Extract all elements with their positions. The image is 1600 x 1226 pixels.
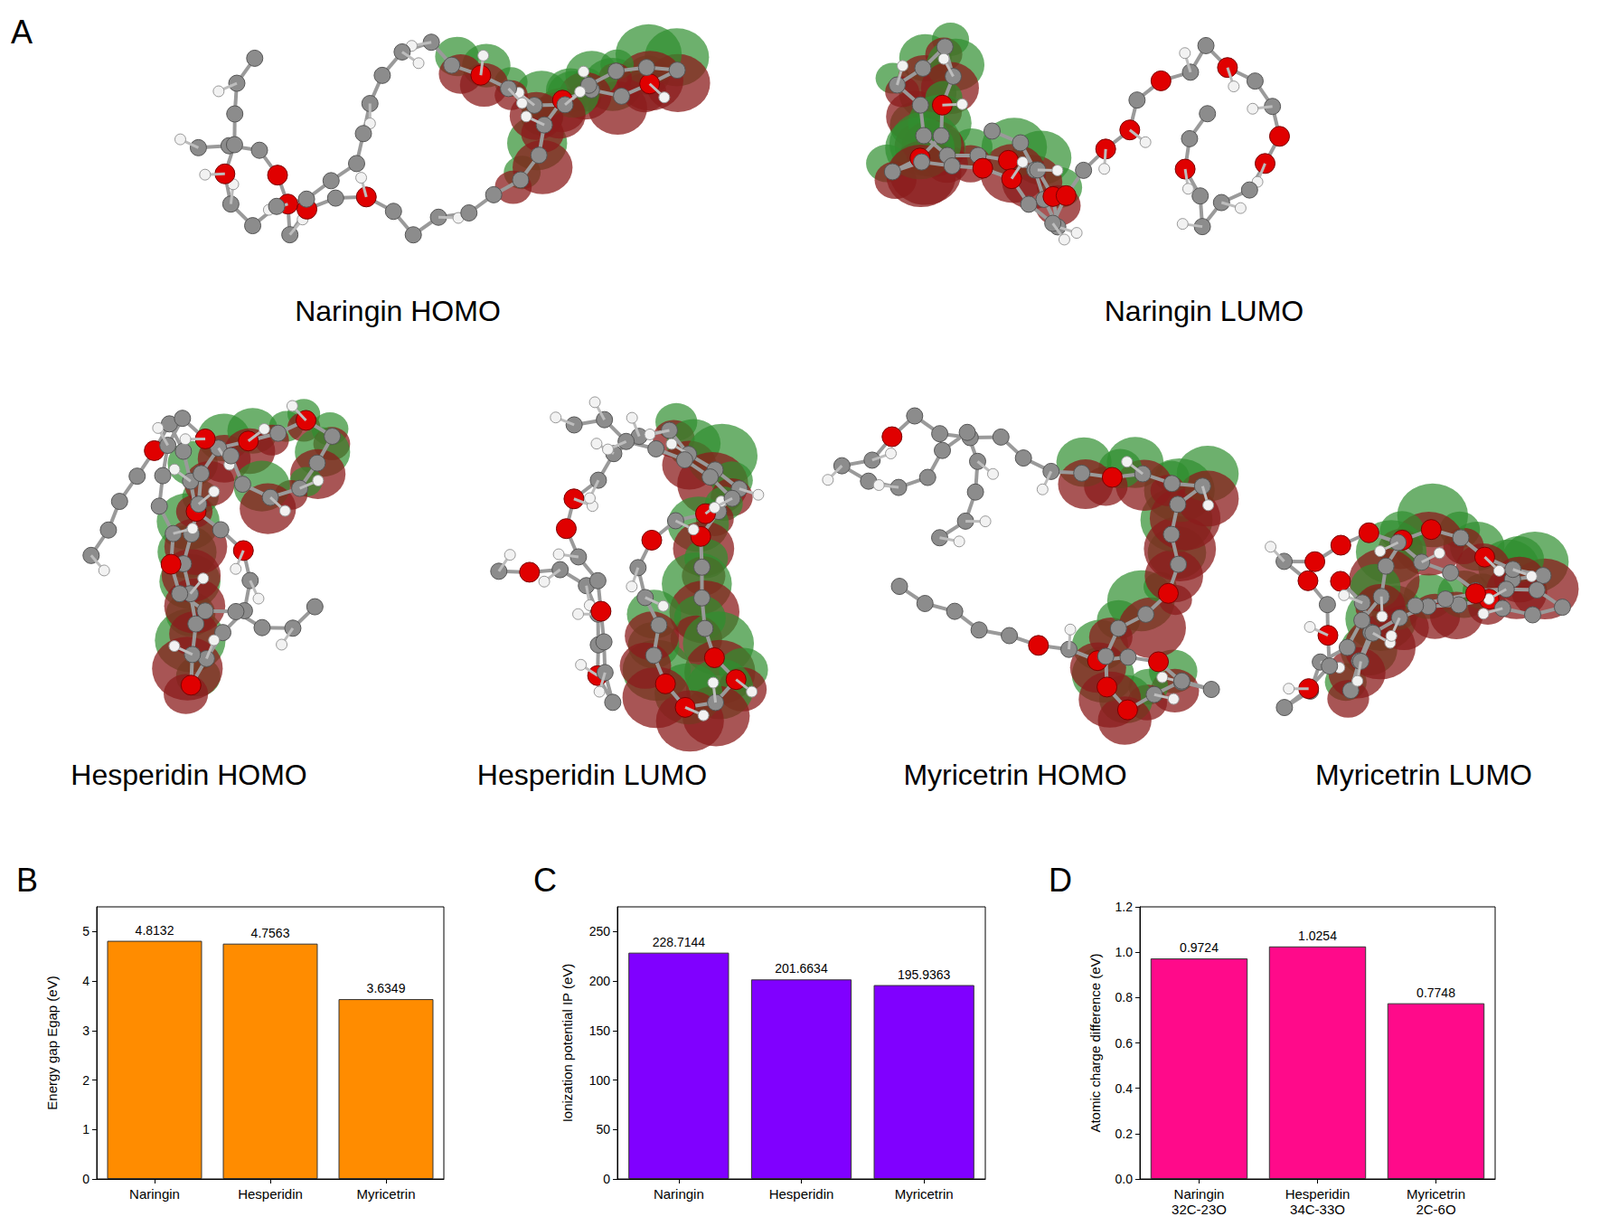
svg-text:100: 100 <box>589 1072 612 1088</box>
svg-text:Myricetrin: Myricetrin <box>894 1185 954 1202</box>
svg-text:Ionization potential IP (eV): Ionization potential IP (eV) <box>559 963 575 1123</box>
svg-text:0.9724: 0.9724 <box>1179 940 1219 955</box>
svg-text:Energy gap Egap (eV): Energy gap Egap (eV) <box>44 975 60 1110</box>
svg-text:1.0: 1.0 <box>1115 944 1134 960</box>
svg-text:0.8: 0.8 <box>1115 989 1134 1005</box>
svg-text:Hesperidin: Hesperidin <box>769 1185 835 1202</box>
svg-text:0: 0 <box>602 1171 611 1186</box>
svg-text:C: C <box>533 861 557 899</box>
svg-text:1: 1 <box>82 1121 90 1137</box>
svg-text:1.0254: 1.0254 <box>1298 928 1337 943</box>
svg-text:Naringin: Naringin <box>1174 1185 1225 1202</box>
svg-text:34C-33O: 34C-33O <box>1289 1201 1346 1217</box>
svg-text:195.9363: 195.9363 <box>897 967 951 982</box>
svg-text:3: 3 <box>82 1023 90 1038</box>
svg-text:Myricetrin: Myricetrin <box>1406 1185 1466 1202</box>
svg-text:Naringin: Naringin <box>653 1185 705 1202</box>
svg-text:4.8132: 4.8132 <box>135 922 175 938</box>
svg-text:Naringin LUMO: Naringin LUMO <box>1104 294 1305 328</box>
svg-text:Myricetrin: Myricetrin <box>356 1185 415 1202</box>
svg-text:200: 200 <box>589 973 612 989</box>
svg-text:Myricetrin HOMO: Myricetrin HOMO <box>903 758 1127 791</box>
svg-text:2: 2 <box>82 1072 90 1088</box>
svg-text:Hesperidin LUMO: Hesperidin LUMO <box>477 758 707 791</box>
svg-text:Hesperidin HOMO: Hesperidin HOMO <box>70 758 307 791</box>
svg-text:50: 50 <box>595 1121 611 1137</box>
svg-text:201.6634: 201.6634 <box>774 960 829 976</box>
svg-text:0.6: 0.6 <box>1115 1035 1134 1051</box>
svg-text:150: 150 <box>589 1023 612 1038</box>
svg-text:Atomic charge difference (eV): Atomic charge difference (eV) <box>1087 952 1103 1132</box>
svg-text:0.2: 0.2 <box>1115 1126 1134 1141</box>
svg-text:3.6349: 3.6349 <box>367 980 406 996</box>
svg-text:Hesperidin: Hesperidin <box>237 1185 303 1202</box>
svg-text:D: D <box>1048 861 1073 899</box>
svg-text:1.2: 1.2 <box>1115 899 1134 914</box>
svg-text:5: 5 <box>82 923 90 939</box>
svg-text:4: 4 <box>82 973 90 989</box>
svg-text:0.0: 0.0 <box>1115 1171 1134 1186</box>
svg-text:2C-6O: 2C-6O <box>1415 1201 1456 1217</box>
svg-text:0: 0 <box>82 1171 90 1186</box>
svg-text:Myricetrin LUMO: Myricetrin LUMO <box>1315 758 1533 791</box>
svg-text:0.7748: 0.7748 <box>1416 985 1456 1000</box>
svg-text:A: A <box>10 13 33 51</box>
svg-text:Naringin HOMO: Naringin HOMO <box>294 294 501 328</box>
svg-text:228.7144: 228.7144 <box>652 934 706 950</box>
svg-text:250: 250 <box>589 923 612 939</box>
svg-text:Hesperidin: Hesperidin <box>1285 1185 1351 1202</box>
svg-text:4.7563: 4.7563 <box>251 925 291 941</box>
svg-text:Naringin: Naringin <box>129 1185 180 1202</box>
svg-text:0.4: 0.4 <box>1115 1081 1134 1096</box>
svg-text:32C-23O: 32C-23O <box>1171 1201 1227 1217</box>
svg-text:B: B <box>16 861 38 899</box>
